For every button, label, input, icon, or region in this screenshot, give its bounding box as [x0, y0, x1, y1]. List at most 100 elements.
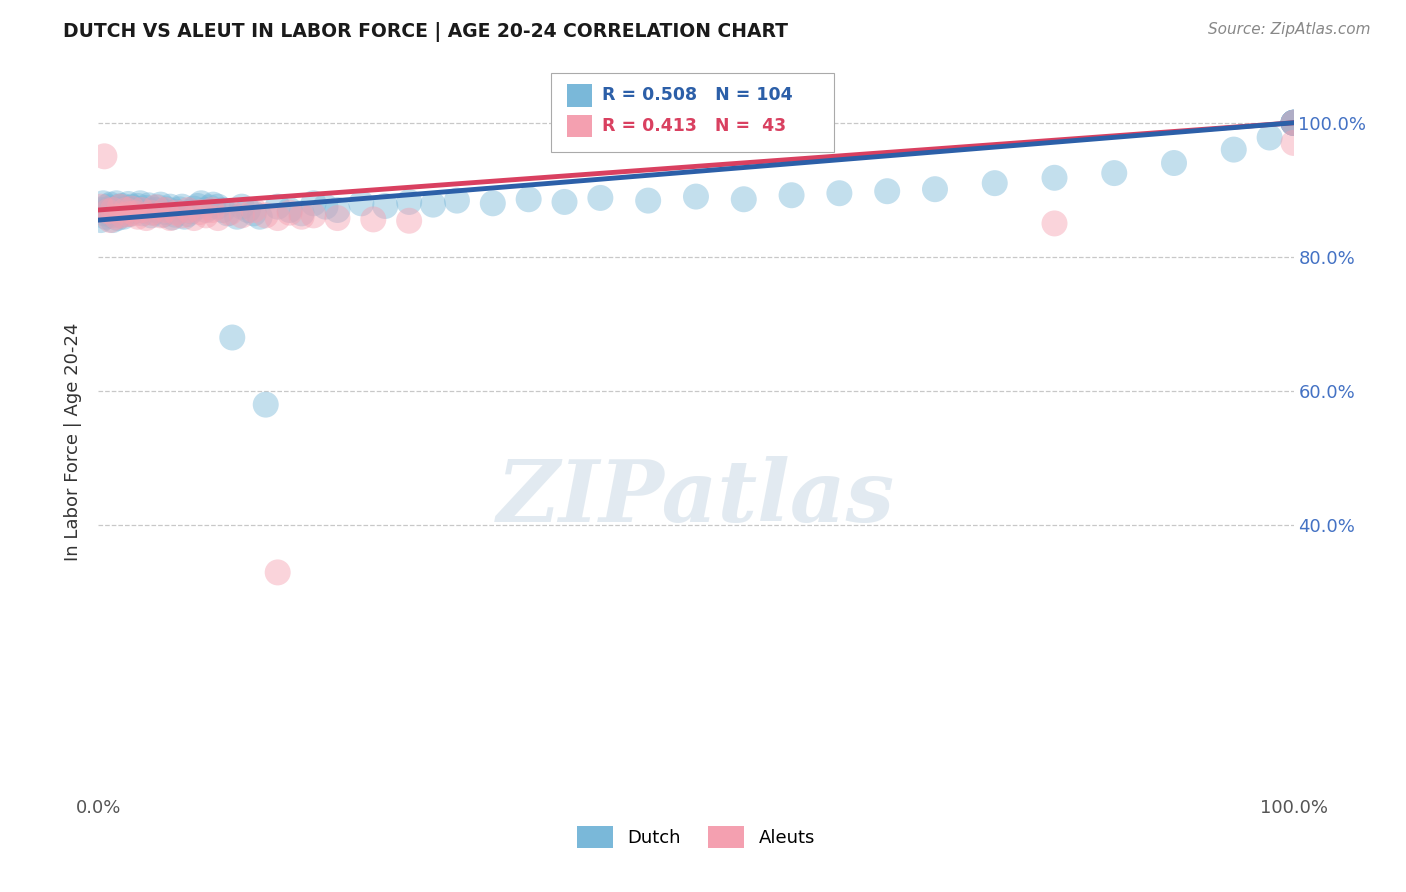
Point — [165, 205, 187, 219]
Point — [132, 203, 155, 218]
Point — [149, 197, 172, 211]
Point — [155, 205, 177, 219]
Point — [156, 202, 179, 217]
Point — [1163, 156, 1185, 170]
Point — [148, 200, 170, 214]
Point — [374, 199, 396, 213]
Point — [1282, 116, 1305, 130]
Point — [169, 202, 191, 217]
Point — [195, 208, 218, 222]
Point — [115, 201, 138, 215]
Point — [589, 191, 612, 205]
Point — [207, 211, 229, 225]
Point — [243, 202, 266, 217]
Point — [91, 196, 114, 211]
Point — [198, 200, 221, 214]
Point — [211, 202, 233, 217]
Point — [278, 205, 301, 219]
Point — [105, 210, 128, 224]
Point — [124, 202, 146, 216]
Point — [249, 210, 271, 224]
Y-axis label: In Labor Force | Age 20-24: In Labor Force | Age 20-24 — [65, 322, 83, 561]
Point — [207, 200, 229, 214]
Point — [226, 210, 249, 224]
Point — [1282, 116, 1305, 130]
Text: DUTCH VS ALEUT IN LABOR FORCE | AGE 20-24 CORRELATION CHART: DUTCH VS ALEUT IN LABOR FORCE | AGE 20-2… — [63, 22, 789, 42]
Point — [111, 199, 134, 213]
Point — [1282, 136, 1305, 150]
Point — [129, 196, 152, 211]
Point — [131, 206, 153, 220]
Point — [159, 211, 181, 225]
Point — [481, 196, 505, 211]
Point — [363, 212, 385, 227]
Point — [217, 206, 239, 220]
Point — [398, 213, 420, 227]
Text: R = 0.413   N =  43: R = 0.413 N = 43 — [602, 117, 786, 135]
Point — [112, 210, 135, 224]
Point — [315, 200, 337, 214]
Point — [554, 194, 576, 209]
Point — [173, 210, 195, 224]
Point — [124, 204, 146, 219]
Point — [201, 202, 224, 217]
Point — [104, 205, 127, 219]
Point — [195, 202, 218, 217]
Point — [183, 211, 205, 225]
Point — [115, 202, 138, 217]
Point — [278, 202, 301, 217]
Point — [145, 200, 167, 214]
Point — [1282, 116, 1305, 130]
Point — [108, 203, 131, 218]
Point — [105, 196, 128, 211]
Point — [127, 199, 149, 213]
Point — [326, 202, 349, 217]
Point — [828, 186, 851, 201]
Point — [115, 205, 138, 219]
Point — [190, 196, 212, 211]
Point — [231, 200, 253, 214]
Point — [172, 208, 194, 222]
Point — [1258, 130, 1281, 145]
Point — [108, 200, 131, 214]
Point — [1282, 116, 1305, 130]
Point — [180, 204, 202, 219]
Point — [637, 194, 659, 208]
Point — [1223, 143, 1246, 157]
Point — [90, 213, 112, 227]
Point — [202, 197, 225, 211]
Point — [183, 202, 205, 216]
Point — [267, 211, 290, 225]
Point — [139, 208, 162, 222]
Point — [118, 207, 141, 221]
Text: R = 0.508   N = 104: R = 0.508 N = 104 — [602, 87, 793, 104]
Point — [267, 566, 290, 580]
Point — [98, 202, 121, 216]
Point — [127, 210, 149, 224]
Point — [1282, 116, 1305, 130]
Point — [398, 194, 420, 209]
Point — [135, 201, 157, 215]
Point — [1282, 116, 1305, 130]
Point — [1104, 166, 1126, 180]
Point — [780, 188, 803, 202]
Point — [231, 208, 253, 222]
Point — [254, 398, 277, 412]
Point — [162, 211, 184, 225]
Legend: Dutch, Aleuts: Dutch, Aleuts — [569, 819, 823, 855]
Point — [101, 213, 124, 227]
Point — [111, 208, 134, 222]
Text: ZIPatlas: ZIPatlas — [496, 456, 896, 540]
Point — [159, 200, 181, 214]
Point — [142, 205, 165, 219]
Point — [1282, 116, 1305, 130]
Point — [152, 208, 174, 222]
Point — [121, 200, 143, 214]
Point — [145, 202, 167, 217]
Point — [267, 200, 290, 214]
Point — [350, 196, 373, 211]
Point — [91, 202, 114, 217]
Point — [302, 208, 325, 222]
Point — [107, 200, 129, 214]
Point — [221, 330, 243, 344]
